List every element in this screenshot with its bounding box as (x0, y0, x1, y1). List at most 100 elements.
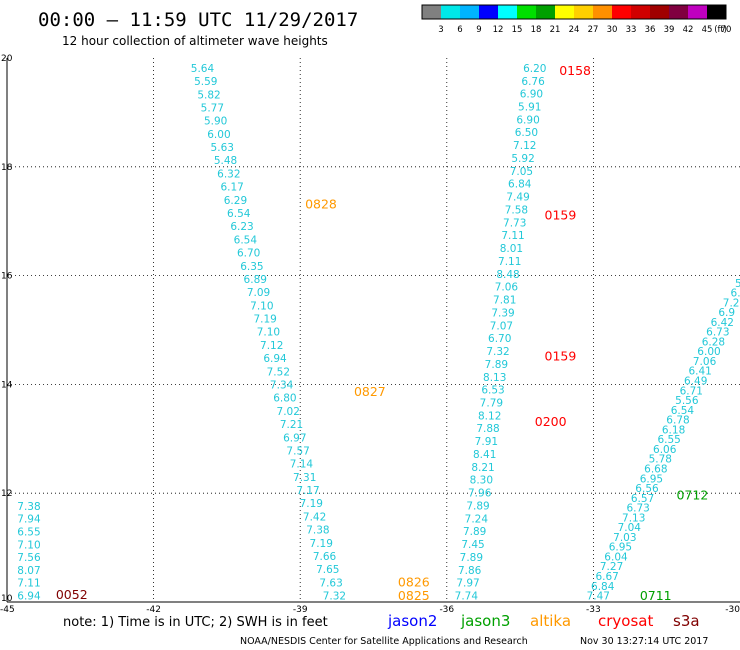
wave-height-value: 8.13 (483, 372, 506, 384)
wave-height-value: 7.38 (306, 525, 329, 537)
wave-height-value: 8.21 (471, 462, 494, 474)
scale-swatch (593, 5, 612, 19)
scale-label: 45 (702, 25, 713, 35)
pass-time-cryosat: 0158 (559, 63, 591, 78)
axis-ticks: -45 -42 -39 -36 -33 -30 20 18 16 14 12 10 (0, 54, 740, 615)
wave-height-value: 6.70 (237, 248, 260, 260)
wave-height-value: 6.84 (508, 179, 532, 191)
scale-swatch (574, 5, 593, 19)
wave-height-value: 8.01 (500, 243, 523, 255)
wave-height-value: 8.41 (473, 449, 496, 461)
wave-height-value: 6.80 (273, 393, 296, 405)
wave-height-value: 7.03 (613, 532, 636, 544)
scale-label: 18 (531, 25, 542, 35)
scale-label: 3 (438, 25, 443, 35)
wave-height-value: 5.78 (649, 454, 672, 466)
wave-height-value: 7.45 (461, 539, 484, 551)
wave-height-value: 7.97 (456, 578, 479, 590)
scale-swatch (555, 5, 574, 19)
wave-height-value: 6.42 (711, 317, 734, 329)
wave-height-value: 7.49 (506, 192, 529, 204)
legend-cryosat: cryosat (598, 612, 653, 630)
wave-height-value: 8.12 (478, 410, 501, 422)
wave-height-value: 5.91 (518, 101, 541, 113)
wave-height-value: 6.55 (17, 526, 40, 538)
wave-height-value: 7.74 (455, 591, 479, 603)
x-tick-label: -39 (293, 605, 308, 615)
x-tick-label: -30 (725, 605, 740, 615)
wave-height-value: 7.07 (490, 320, 513, 332)
wave-height-value: 6.94 (17, 591, 41, 603)
wave-height-value: 7.09 (247, 287, 270, 299)
wave-height-value: 7.2 (723, 297, 740, 309)
scale-swatch (612, 5, 631, 19)
wave-height-value: 6.00 (697, 346, 720, 358)
wave-height-value: 6.76 (521, 76, 545, 88)
pass-time-cryosat: 0159 (545, 349, 577, 364)
map-grid (6, 58, 740, 603)
wave-height-value: 6.54 (234, 234, 258, 246)
wave-height-value: 6.29 (224, 195, 247, 207)
wave-height-value: 5.92 (511, 153, 534, 165)
scale-label: 70 (721, 25, 732, 35)
color-scale: 3 6 9 12 15 18 21 24 27 30 33 36 39 42 45 70(ft) (421, 4, 732, 35)
wave-height-value: 6.78 (666, 415, 689, 427)
wave-height-value: 5.77 (201, 102, 224, 114)
track-track-c: 7.747.977.867.897.457.897.247.897.968.30… (455, 63, 547, 603)
scale-swatch (688, 5, 707, 19)
legend-s3a: s3a (673, 612, 700, 630)
wave-height-value: 6.70 (488, 333, 511, 345)
wave-height-value: 6.49 (684, 376, 707, 388)
x-tick-label: -45 (0, 605, 15, 615)
wave-height-value: 5. (735, 278, 740, 290)
wave-height-value: 7.11 (498, 256, 521, 268)
wave-height-value: 6.9 (718, 307, 735, 319)
y-tick-label: 20 (1, 54, 13, 64)
y-tick-label: 16 (1, 272, 13, 282)
wave-height-value: 6.23 (230, 221, 253, 233)
wave-height-value: 7.21 (280, 419, 303, 431)
wave-height-value: 7.52 (267, 366, 290, 378)
wave-height-value: 7.89 (485, 359, 508, 371)
wave-height-value: 6.94 (263, 353, 287, 365)
track-track-a: 6.947.118.077.567.106.557.947.38 (17, 501, 41, 603)
scale-label: 15 (512, 25, 523, 35)
wave-height-value: 6.56 (635, 483, 659, 495)
scale-swatch (669, 5, 688, 19)
wave-height-value: 7.11 (17, 578, 40, 590)
wave-height-value: 7.96 (468, 488, 492, 500)
scale-label: 36 (645, 25, 656, 35)
wave-height-value: 6.41 (688, 366, 711, 378)
footer-credit: NOAA/NESDIS Center for Satellite Applica… (240, 636, 528, 647)
scale-label: 42 (683, 25, 694, 35)
wave-height-value: 6.73 (626, 503, 649, 515)
scale-swatch (707, 5, 726, 19)
wave-height-value: 7.63 (319, 577, 342, 589)
wave-height-value: 7.47 (587, 591, 610, 603)
y-tick-label: 10 (1, 594, 13, 604)
pass-time-altika: 0825 (398, 588, 430, 603)
wave-height-value: 6.89 (244, 274, 267, 286)
scale-swatch (479, 5, 498, 19)
wave-height-value: 7.02 (277, 406, 300, 418)
wave-height-value: 6.00 (207, 129, 230, 141)
y-tick-label: 18 (1, 163, 13, 173)
legend-jason2: jason2 (387, 612, 437, 630)
wave-height-value: 7.27 (600, 561, 623, 573)
wave-height-value: 7.88 (476, 423, 499, 435)
wave-height-value: 7.58 (505, 204, 528, 216)
wave-height-value: 7.56 (17, 552, 41, 564)
scale-frame (421, 4, 727, 20)
wave-height-value: 8.07 (17, 565, 40, 577)
scale-swatch (536, 5, 555, 19)
scale-label: 9 (476, 25, 481, 35)
wave-height-value: 7.89 (460, 552, 483, 564)
wave-height-value: 5.48 (214, 155, 237, 167)
x-tick-label: -42 (146, 605, 161, 615)
wave-height-value: 7.57 (286, 445, 309, 457)
wave-height-value: 7.39 (491, 307, 514, 319)
wave-height-value: 7.06 (495, 282, 519, 294)
wave-height-value: 6.55 (657, 434, 680, 446)
x-tick-label: -36 (439, 605, 454, 615)
